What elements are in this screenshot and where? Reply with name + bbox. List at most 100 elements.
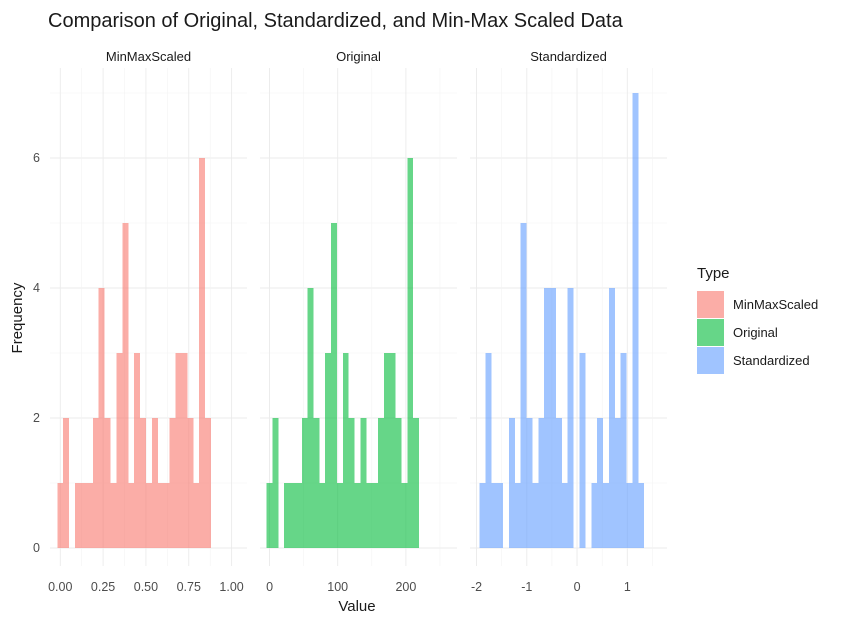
histogram-bar [193,483,200,548]
histogram-bar [383,353,390,548]
x-axis-label: Value [338,598,375,615]
histogram-bar [325,353,332,548]
legend-label: Standardized [733,353,810,368]
histogram-bar [354,483,361,548]
histogram-bar [544,288,551,548]
histogram-bar [372,483,378,548]
legend-swatch [697,347,724,374]
histogram-bar [620,353,627,548]
histogram-bar [638,483,645,548]
histogram-bar [145,483,152,548]
histogram-bar [377,418,384,548]
histogram-bar [626,483,633,548]
x-tick-label: 200 [395,580,416,594]
x-tick-label: 1.00 [219,580,243,594]
histogram-bar [307,288,314,548]
histogram-bar [401,483,408,548]
histogram-bar [80,483,87,548]
histogram-bar [597,418,604,548]
histogram-bar [561,483,568,548]
histogram-bar [301,418,308,548]
histogram-bar [284,483,291,548]
x-tick-label: 100 [327,580,348,594]
histogram-bar [532,483,539,548]
histogram-bar [497,483,504,548]
histogram-bar [98,288,105,548]
histogram-bar [366,483,373,548]
histogram-bar [348,418,355,548]
histogram-bar [199,158,206,548]
histogram-bar [151,418,158,548]
histogram-bar [579,353,586,548]
x-tick-label: 0 [574,580,581,594]
legend-label: Original [733,325,778,340]
x-tick-label: -1 [521,580,532,594]
legend-swatch [697,291,724,318]
y-tick-label: 2 [33,411,40,425]
histogram-bar [567,288,574,548]
histogram-bar [86,483,93,548]
facet-panel-minmaxscaled: MinMaxScaled 0.00 0.25 0.50 0.75 1.00 [48,49,247,594]
facet-strip-label: MinMaxScaled [106,49,191,64]
x-tick-label: 0.50 [134,580,158,594]
histogram-bar [550,288,556,548]
histogram-bar [272,418,279,548]
histogram-bar [389,353,396,548]
histogram-bar [614,418,621,548]
x-tick-label: -2 [471,580,482,594]
x-tick-label: 0 [266,580,273,594]
histogram-bar [187,418,194,548]
y-axis-label: Frequency [9,282,26,353]
histogram-bar [290,483,296,548]
histogram-bar [104,418,111,548]
histogram-bar [632,93,639,548]
histogram-bar [181,353,188,548]
facet-panels: 0 2 4 6 MinMaxScaled 0.00 0.25 0.50 0.75 1.00 Orig… [33,49,667,594]
histogram-bar [75,483,81,548]
histogram-bar [395,418,402,548]
histogram-bar [413,418,420,548]
x-tick-label: 0.00 [48,580,72,594]
histogram-bar [360,418,367,548]
histogram-bar [116,353,123,548]
y-tick-label: 4 [33,281,40,295]
histogram-bar [163,483,170,548]
histogram-bar [313,418,320,548]
histogram-bar [205,418,211,548]
legend: Type MinMaxScaled Original Standardized [697,265,818,374]
legend-swatch [697,319,724,346]
histogram-bar [92,418,99,548]
histogram-bar [508,418,515,548]
histogram-bar [520,223,527,548]
histogram-bar [526,418,533,548]
histogram-bar [140,418,146,548]
histogram-bar [128,483,135,548]
histogram-bar [336,483,343,548]
histogram-bar [331,223,337,548]
histogram-bar [57,483,64,548]
x-tick-label: 1 [624,580,631,594]
histogram-bar [134,353,141,548]
y-tick-label: 0 [33,541,40,555]
histogram-bar [591,483,598,548]
chart-title: Comparison of Original, Standardized, an… [48,10,624,32]
histogram-bar [169,418,176,548]
histogram-bar [266,483,273,548]
histogram-bar [319,483,326,548]
histogram-bar [295,483,302,548]
legend-label: MinMaxScaled [733,297,818,312]
facet-panel-original: Original 0 100 200 [260,49,457,594]
histogram-bar [608,288,615,548]
facet-strip-label: Standardized [530,49,607,64]
histogram-bar [514,483,521,548]
histogram-bar [407,158,414,548]
histogram-bar [110,483,117,548]
y-tick-label: 6 [33,151,40,165]
histogram-bar [63,418,70,548]
x-tick-label: 0.25 [91,580,115,594]
histogram-bar [479,483,486,548]
histogram-bar [122,223,129,548]
histogram-bar [342,353,349,548]
facet-panel-standardized: Standardized -2 -1 0 1 [470,49,667,594]
